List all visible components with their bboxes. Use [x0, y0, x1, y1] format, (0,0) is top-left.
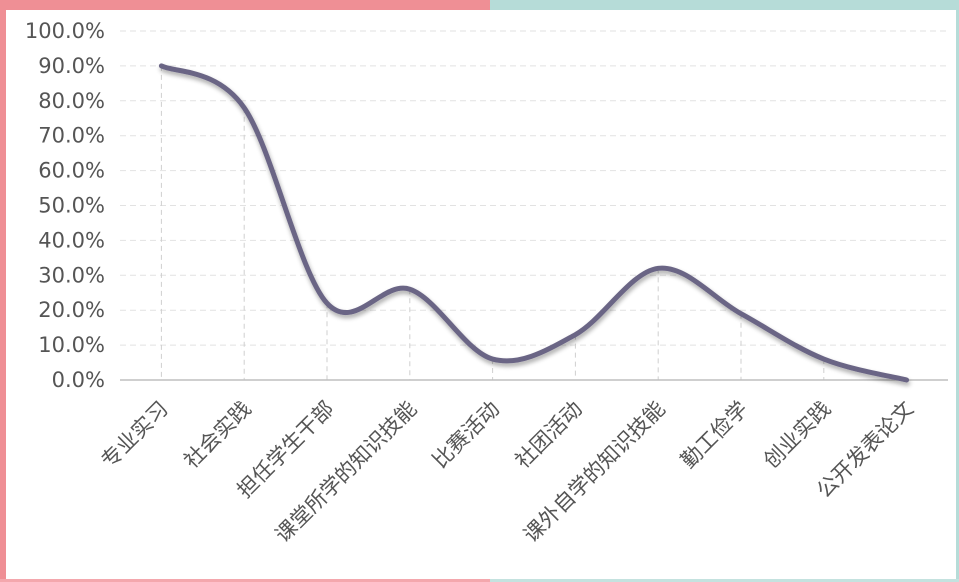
gridlines — [120, 30, 948, 346]
x-tick-label: 社会实践 — [179, 397, 255, 473]
x-tick-label: 课外自学的知识技能 — [519, 397, 670, 548]
x-tick-label: 课堂所学的知识技能 — [271, 397, 422, 548]
frame-right-band — [956, 0, 959, 582]
y-axis: 0.0% 10.0% 20.0% 30.0% 40.0% 50.0% 60.0% 70.0% 8… — [25, 19, 948, 392]
series-line — [158, 63, 910, 383]
y-tick-label: 70.0% — [38, 124, 105, 148]
frame-left-band — [0, 0, 6, 582]
y-tick-label: 10.0% — [38, 333, 105, 357]
x-tick-label: 社团活动 — [511, 397, 587, 473]
x-tick-label: 勤工俭学 — [676, 397, 752, 473]
y-tick-label: 90.0% — [38, 54, 105, 78]
y-tick-label: 20.0% — [38, 298, 105, 322]
x-tick-label: 比赛活动 — [428, 397, 504, 473]
x-tick-label: 专业实习 — [97, 397, 173, 473]
y-tick-label: 100.0% — [25, 19, 105, 43]
y-tick-label: 80.0% — [38, 89, 105, 113]
y-tick-label: 60.0% — [38, 159, 105, 183]
frame-top-right-band — [490, 0, 959, 10]
frame-bottom-right-band — [490, 579, 959, 582]
y-tick-label: 30.0% — [38, 263, 105, 287]
y-tick-label: 0.0% — [52, 368, 105, 392]
y-tick-label: 50.0% — [38, 194, 105, 218]
series — [158, 63, 910, 383]
frame-bottom-left-band — [0, 579, 490, 582]
x-tick-label: 创业实践 — [759, 397, 835, 473]
y-tick-label: 40.0% — [38, 228, 105, 252]
frame-top-left-band — [0, 0, 490, 10]
drop-lines — [160, 65, 825, 380]
